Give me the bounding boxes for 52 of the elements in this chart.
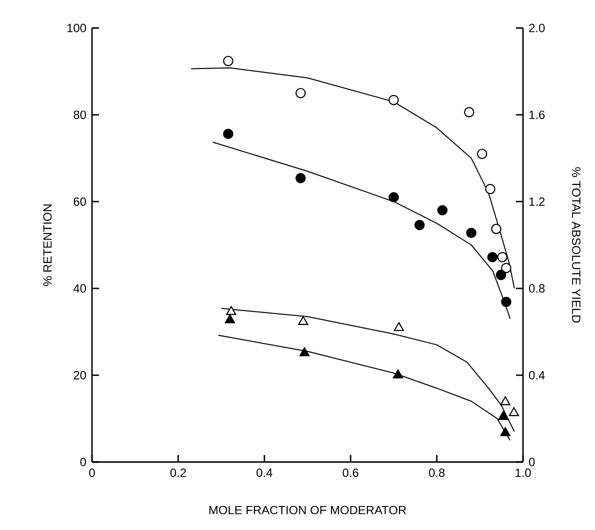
y-tick-label: 0	[80, 458, 86, 466]
point	[388, 192, 399, 202]
point	[487, 252, 498, 262]
line-series	[220, 308, 515, 432]
point	[299, 347, 310, 356]
point	[437, 205, 448, 216]
point	[501, 262, 512, 274]
x-tick-label: 0.8	[428, 468, 445, 477]
y-tick-label: 40	[73, 284, 86, 293]
x-axis-title: MOLE FRACTION OF MODERATOR	[209, 506, 406, 514]
x-tick-label: 0.2	[170, 468, 186, 477]
y2-tick-label: 2.0	[529, 24, 545, 32]
line-series	[212, 142, 511, 320]
point	[223, 128, 234, 140]
y2-tick-label: 1.6	[529, 110, 545, 120]
point	[508, 407, 520, 416]
y-tick-label: 20	[74, 370, 86, 380]
point	[298, 316, 308, 325]
point	[394, 322, 404, 332]
point	[496, 270, 506, 280]
y2-tick-label: 0	[529, 458, 535, 466]
y2-axis-title: % TOTAL ABSOLUTE YIELD	[572, 167, 580, 323]
y-tick-label: 100	[67, 24, 86, 32]
point	[497, 252, 508, 262]
point	[414, 220, 425, 230]
y-tick-label: 80	[74, 110, 86, 120]
y2-tick-label: 0.8	[529, 284, 545, 293]
point	[223, 56, 234, 66]
line-series	[218, 334, 511, 441]
point	[295, 173, 306, 184]
y2-tick-label: 1.2	[529, 197, 545, 206]
point	[295, 88, 306, 98]
point	[224, 314, 235, 324]
point	[500, 427, 510, 436]
x-tick-label: 0.4	[256, 468, 272, 477]
point	[392, 369, 404, 378]
x-tick-label: 1.0	[516, 468, 531, 477]
point	[476, 148, 488, 160]
point	[466, 228, 476, 238]
y-axis-title: % RETENTION	[43, 204, 52, 286]
y2-tick-label: 0.4	[529, 370, 545, 380]
point	[500, 396, 510, 406]
point	[226, 306, 236, 315]
y-tick-label: 60	[74, 197, 86, 206]
x-tick-label: 0.6	[342, 468, 358, 477]
point	[464, 107, 474, 118]
point	[485, 184, 496, 194]
point	[498, 411, 508, 420]
point	[501, 296, 512, 308]
x-tick-label: 0	[89, 468, 95, 477]
point	[388, 94, 399, 106]
point	[491, 224, 502, 234]
